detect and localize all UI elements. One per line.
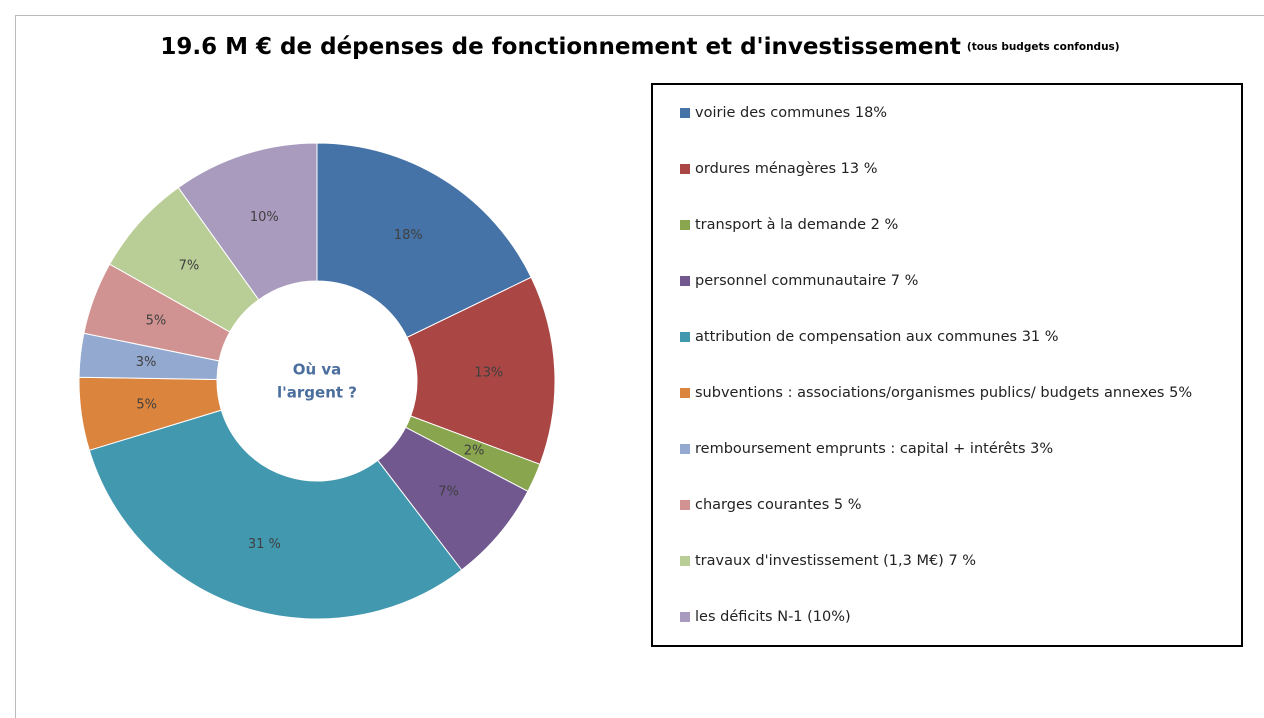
legend-swatch	[680, 500, 690, 510]
subtitle: (tous budgets confondus)	[967, 41, 1120, 53]
legend-label: attribution de compensation aux communes…	[695, 329, 1059, 345]
legend-label: les déficits N-1 (10%)	[695, 609, 851, 625]
data-label: 10%	[250, 210, 279, 225]
legend-label: remboursement emprunts : capital + intér…	[695, 441, 1053, 457]
legend-swatch	[680, 220, 690, 230]
legend-swatch	[680, 388, 690, 398]
legend-swatch	[680, 556, 690, 566]
donut-slice	[88, 409, 463, 620]
legend-label: voirie des communes 18%	[695, 105, 887, 121]
legend-box	[651, 83, 1243, 647]
data-label: 2%	[464, 444, 485, 459]
donut-slice	[177, 142, 318, 301]
legend-label: travaux d'investissement (1,3 M€) 7 %	[695, 553, 976, 569]
legend-swatch	[680, 108, 690, 118]
chart-title: 19.6 M € de dépenses de fonctionnement e…	[160, 34, 1119, 60]
data-label: 3%	[136, 355, 157, 370]
data-label: 31 %	[248, 537, 281, 552]
legend-swatch	[680, 444, 690, 454]
legend-label: subventions : associations/organismes pu…	[695, 385, 1192, 401]
donut-slice	[316, 142, 532, 339]
center-label: l'argent ?	[277, 384, 357, 402]
legend-label: charges courantes 5 %	[695, 497, 862, 513]
legend-label: ordures ménagères 13 %	[695, 161, 878, 177]
legend-swatch	[680, 332, 690, 342]
legend-swatch	[680, 276, 690, 286]
legend-swatch	[680, 612, 690, 622]
data-label: 7%	[438, 484, 459, 499]
data-label: 13%	[474, 365, 503, 380]
frame	[15, 15, 1264, 718]
legend-swatch	[680, 164, 690, 174]
data-label: 5%	[146, 313, 167, 328]
donut-slice	[406, 276, 556, 465]
legend-label: transport à la demande 2 %	[695, 217, 898, 233]
legend-label: personnel communautaire 7 %	[695, 273, 918, 289]
center-label: Où va	[293, 361, 342, 379]
title: 19.6 M € de dépenses de fonctionnement e…	[160, 34, 961, 60]
data-label: 18%	[394, 228, 423, 243]
data-label: 7%	[179, 259, 200, 274]
data-label: 5%	[136, 397, 157, 412]
